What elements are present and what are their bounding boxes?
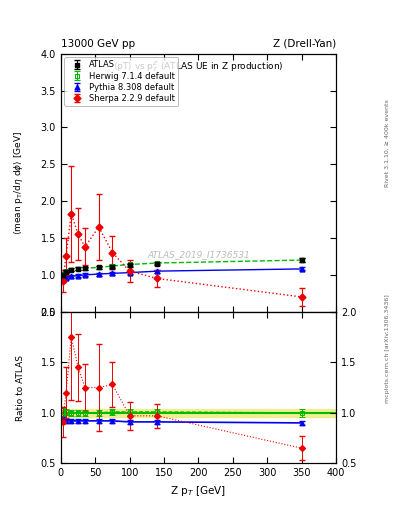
Text: Rivet 3.1.10, ≥ 400k events: Rivet 3.1.10, ≥ 400k events (385, 99, 389, 187)
Bar (61, 409, 336, 417)
X-axis label: Z p$_T$ [GeV]: Z p$_T$ [GeV] (171, 484, 226, 498)
Text: 13000 GeV pp: 13000 GeV pp (61, 38, 135, 49)
Y-axis label: $\langle$mean p$_\mathrm{T}$/d$\eta$ d$\phi\rangle$ [GeV]: $\langle$mean p$_\mathrm{T}$/d$\eta$ d$\… (12, 131, 25, 234)
Text: mcplots.cern.ch [arXiv:1306.3436]: mcplots.cern.ch [arXiv:1306.3436] (385, 294, 389, 402)
Text: ATLAS_2019_I1736531: ATLAS_2019_I1736531 (147, 250, 250, 260)
Legend: ATLAS, Herwig 7.1.4 default, Pythia 8.308 default, Sherpa 2.2.9 default: ATLAS, Herwig 7.1.4 default, Pythia 8.30… (64, 57, 178, 106)
Y-axis label: Ratio to ATLAS: Ratio to ATLAS (16, 354, 25, 420)
Text: Z (Drell-Yan): Z (Drell-Yan) (273, 38, 336, 49)
Text: $\langle$pT$\rangle$ vs p$_T^Z$ (ATLAS UE in Z production): $\langle$pT$\rangle$ vs p$_T^Z$ (ATLAS U… (113, 59, 284, 74)
